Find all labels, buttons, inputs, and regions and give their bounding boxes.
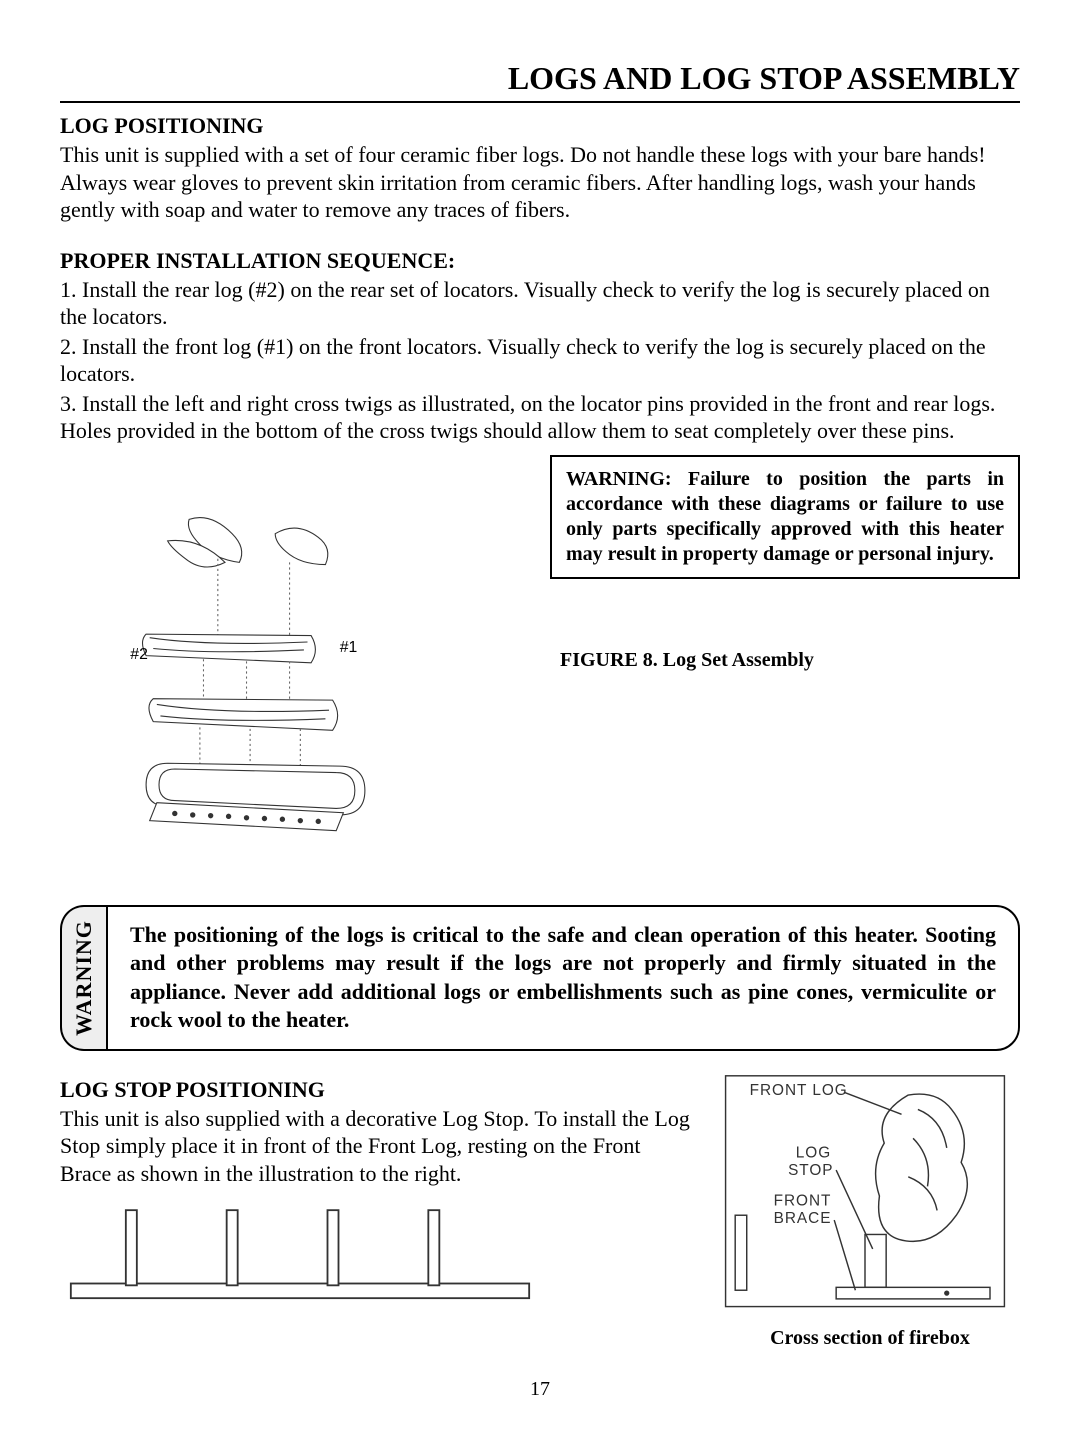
cross-section-diagram: FRONT LOG LOG STOP FRONT BRACE (720, 1071, 1010, 1321)
figure-8-caption: FIGURE 8. Log Set Assembly (560, 649, 1020, 672)
paragraph-log-stop: This unit is also supplied with a decora… (60, 1105, 696, 1188)
cross-section-caption: Cross section of firebox (720, 1327, 1020, 1350)
step-1: 1. Install the rear log (#2) on the rear… (60, 276, 1020, 331)
step-2: 2. Install the front log (#1) on the fro… (60, 333, 1020, 388)
page-number: 17 (60, 1378, 1020, 1401)
label-log-stop-2: STOP (788, 1162, 833, 1179)
warning-box: WARNING: Failure to position the parts i… (550, 455, 1020, 579)
warning-panel: WARNING The positioning of the logs is c… (60, 905, 1020, 1051)
label-front-brace-1: FRONT (774, 1192, 832, 1209)
paragraph-log-positioning: This unit is supplied with a set of four… (60, 141, 1020, 224)
label-log-2: #2 (130, 646, 148, 663)
page-title: LOGS AND LOG STOP ASSEMBLY (60, 60, 1020, 103)
log-assembly-diagram: #2 #1 (60, 455, 520, 885)
warning-label-text: WARNING (71, 920, 97, 1036)
heading-log-stop: LOG STOP POSITIONING (60, 1077, 696, 1103)
heading-installation-sequence: PROPER INSTALLATION SEQUENCE: (60, 248, 1020, 274)
label-front-log: FRONT LOG (750, 1082, 848, 1099)
warning-label: WARNING (60, 905, 106, 1051)
step-3: 3. Install the left and right cross twig… (60, 390, 1020, 445)
front-brace-diagram (60, 1201, 540, 1311)
warning-body: The positioning of the logs is critical … (106, 905, 1020, 1051)
heading-log-positioning: LOG POSITIONING (60, 113, 1020, 139)
label-front-brace-2: BRACE (774, 1210, 832, 1227)
label-log-1: #1 (340, 639, 358, 656)
label-log-stop-1: LOG (796, 1144, 831, 1161)
